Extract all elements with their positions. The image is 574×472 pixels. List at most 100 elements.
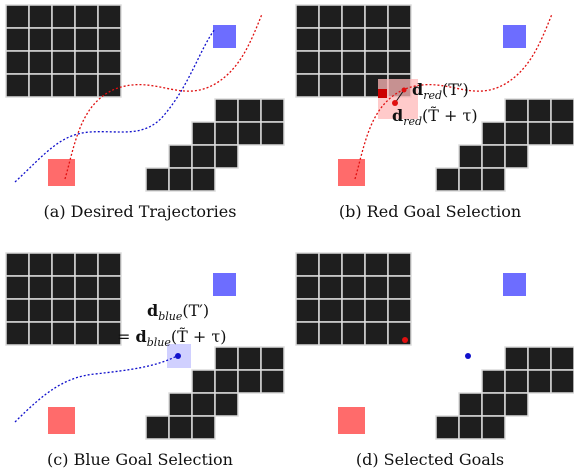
obstacle-block: [387, 50, 412, 75]
blue-goal-square: [503, 273, 526, 296]
panel-selected-goals: (d) Selected Goals: [295, 252, 574, 469]
obstacle-block: [74, 50, 99, 75]
obstacle-block: [214, 392, 239, 417]
obstacle-block: [5, 275, 30, 300]
obstacle-block: [341, 27, 366, 52]
obstacle-block: [341, 4, 366, 29]
label-d-red-T-prime: dred(T′): [412, 80, 469, 102]
obstacle-block: [504, 98, 529, 123]
obstacle-block: [28, 321, 53, 346]
red-robot-square: [48, 407, 75, 434]
caption-a: (a) Desired Trajectories: [43, 202, 237, 221]
caption-d: (d) Selected Goals: [355, 450, 505, 469]
obstacle-block: [481, 392, 506, 417]
obstacle-block: [191, 392, 216, 417]
blue-trajectory-curve: [14, 355, 178, 423]
obstacle-grid-top-left: [5, 4, 122, 98]
obstacle-block: [318, 73, 343, 98]
obstacle-grid-top-left: [295, 4, 412, 98]
obstacle-block: [504, 392, 529, 417]
obstacle-block: [504, 144, 529, 169]
obstacle-block: [51, 73, 76, 98]
obstacle-block: [527, 121, 552, 146]
obstacle-block: [51, 298, 76, 323]
caption-c: (c) Blue Goal Selection: [47, 450, 233, 469]
obstacle-grid-top-left: [5, 252, 122, 346]
obstacle-block: [364, 4, 389, 29]
label-d-blue-T-tau: = dblue(T̃ + τ): [117, 327, 226, 349]
obstacle-block: [318, 50, 343, 75]
obstacle-block: [364, 252, 389, 277]
blue-goal-point: [175, 353, 181, 359]
obstacle-block: [145, 415, 170, 440]
panel-a-canvas: [5, 4, 285, 192]
red-goal-point-future: [401, 87, 407, 93]
obstacle-block: [51, 27, 76, 52]
obstacle-staircase-bottom-right: [145, 98, 285, 192]
obstacle-block: [387, 4, 412, 29]
obstacle-block: [51, 50, 76, 75]
obstacle-block: [97, 298, 122, 323]
obstacle-block: [550, 346, 574, 371]
obstacle-block: [191, 167, 216, 192]
obstacle-block: [458, 144, 483, 169]
obstacle-block: [97, 27, 122, 52]
obstacle-block: [214, 369, 239, 394]
obstacle-block: [527, 98, 552, 123]
obstacle-block: [435, 415, 460, 440]
obstacle-block: [318, 321, 343, 346]
obstacle-block: [191, 415, 216, 440]
obstacle-block: [74, 275, 99, 300]
obstacle-block: [295, 73, 320, 98]
label-d-blue-T-prime: dblue(T′): [147, 301, 209, 323]
obstacle-block: [458, 415, 483, 440]
obstacle-block: [28, 252, 53, 277]
obstacle-block: [295, 298, 320, 323]
obstacle-staircase-bottom-right: [435, 346, 574, 440]
obstacle-block: [458, 392, 483, 417]
obstacle-block: [527, 369, 552, 394]
obstacle-grid-top-left: [295, 252, 412, 346]
obstacle-block: [5, 50, 30, 75]
red-robot-square: [338, 407, 365, 434]
obstacle-block: [341, 321, 366, 346]
obstacle-block: [295, 4, 320, 29]
obstacle-block: [74, 321, 99, 346]
red-robot-square: [338, 159, 365, 186]
obstacle-block: [481, 144, 506, 169]
obstacle-block: [550, 98, 574, 123]
obstacle-block: [364, 298, 389, 323]
obstacle-block: [341, 50, 366, 75]
obstacle-block: [97, 275, 122, 300]
panel-b-canvas: dred(T′) dred(T̃ + τ): [295, 4, 574, 192]
obstacle-block: [214, 144, 239, 169]
obstacle-block: [214, 346, 239, 371]
obstacle-block: [5, 298, 30, 323]
obstacle-staircase-bottom-right: [145, 346, 285, 440]
obstacle-block: [74, 4, 99, 29]
obstacle-block: [364, 27, 389, 52]
obstacle-block: [5, 73, 30, 98]
obstacle-block: [318, 252, 343, 277]
obstacle-block: [214, 98, 239, 123]
obstacle-block: [51, 4, 76, 29]
obstacle-block: [387, 298, 412, 323]
panel-blue-goal-selection: dblue(T′) = dblue(T̃ + τ) (c) Blue Goal …: [5, 252, 285, 469]
obstacle-block: [295, 50, 320, 75]
obstacle-block: [97, 252, 122, 277]
obstacle-block: [74, 252, 99, 277]
label-d-red-T-tau: dred(T̃ + τ): [392, 106, 478, 128]
obstacle-block: [28, 4, 53, 29]
obstacle-block: [28, 298, 53, 323]
obstacle-block: [168, 144, 193, 169]
obstacle-block: [295, 27, 320, 52]
obstacle-block: [168, 167, 193, 192]
obstacle-block: [28, 275, 53, 300]
obstacle-block: [458, 167, 483, 192]
selected-red-goal-point: [402, 337, 408, 343]
panel-red-goal-selection: dred(T′) dred(T̃ + τ) (b) Red Goal Selec…: [295, 4, 574, 221]
obstacle-block: [364, 275, 389, 300]
obstacle-block: [191, 121, 216, 146]
obstacle-block: [364, 321, 389, 346]
obstacle-block: [364, 50, 389, 75]
